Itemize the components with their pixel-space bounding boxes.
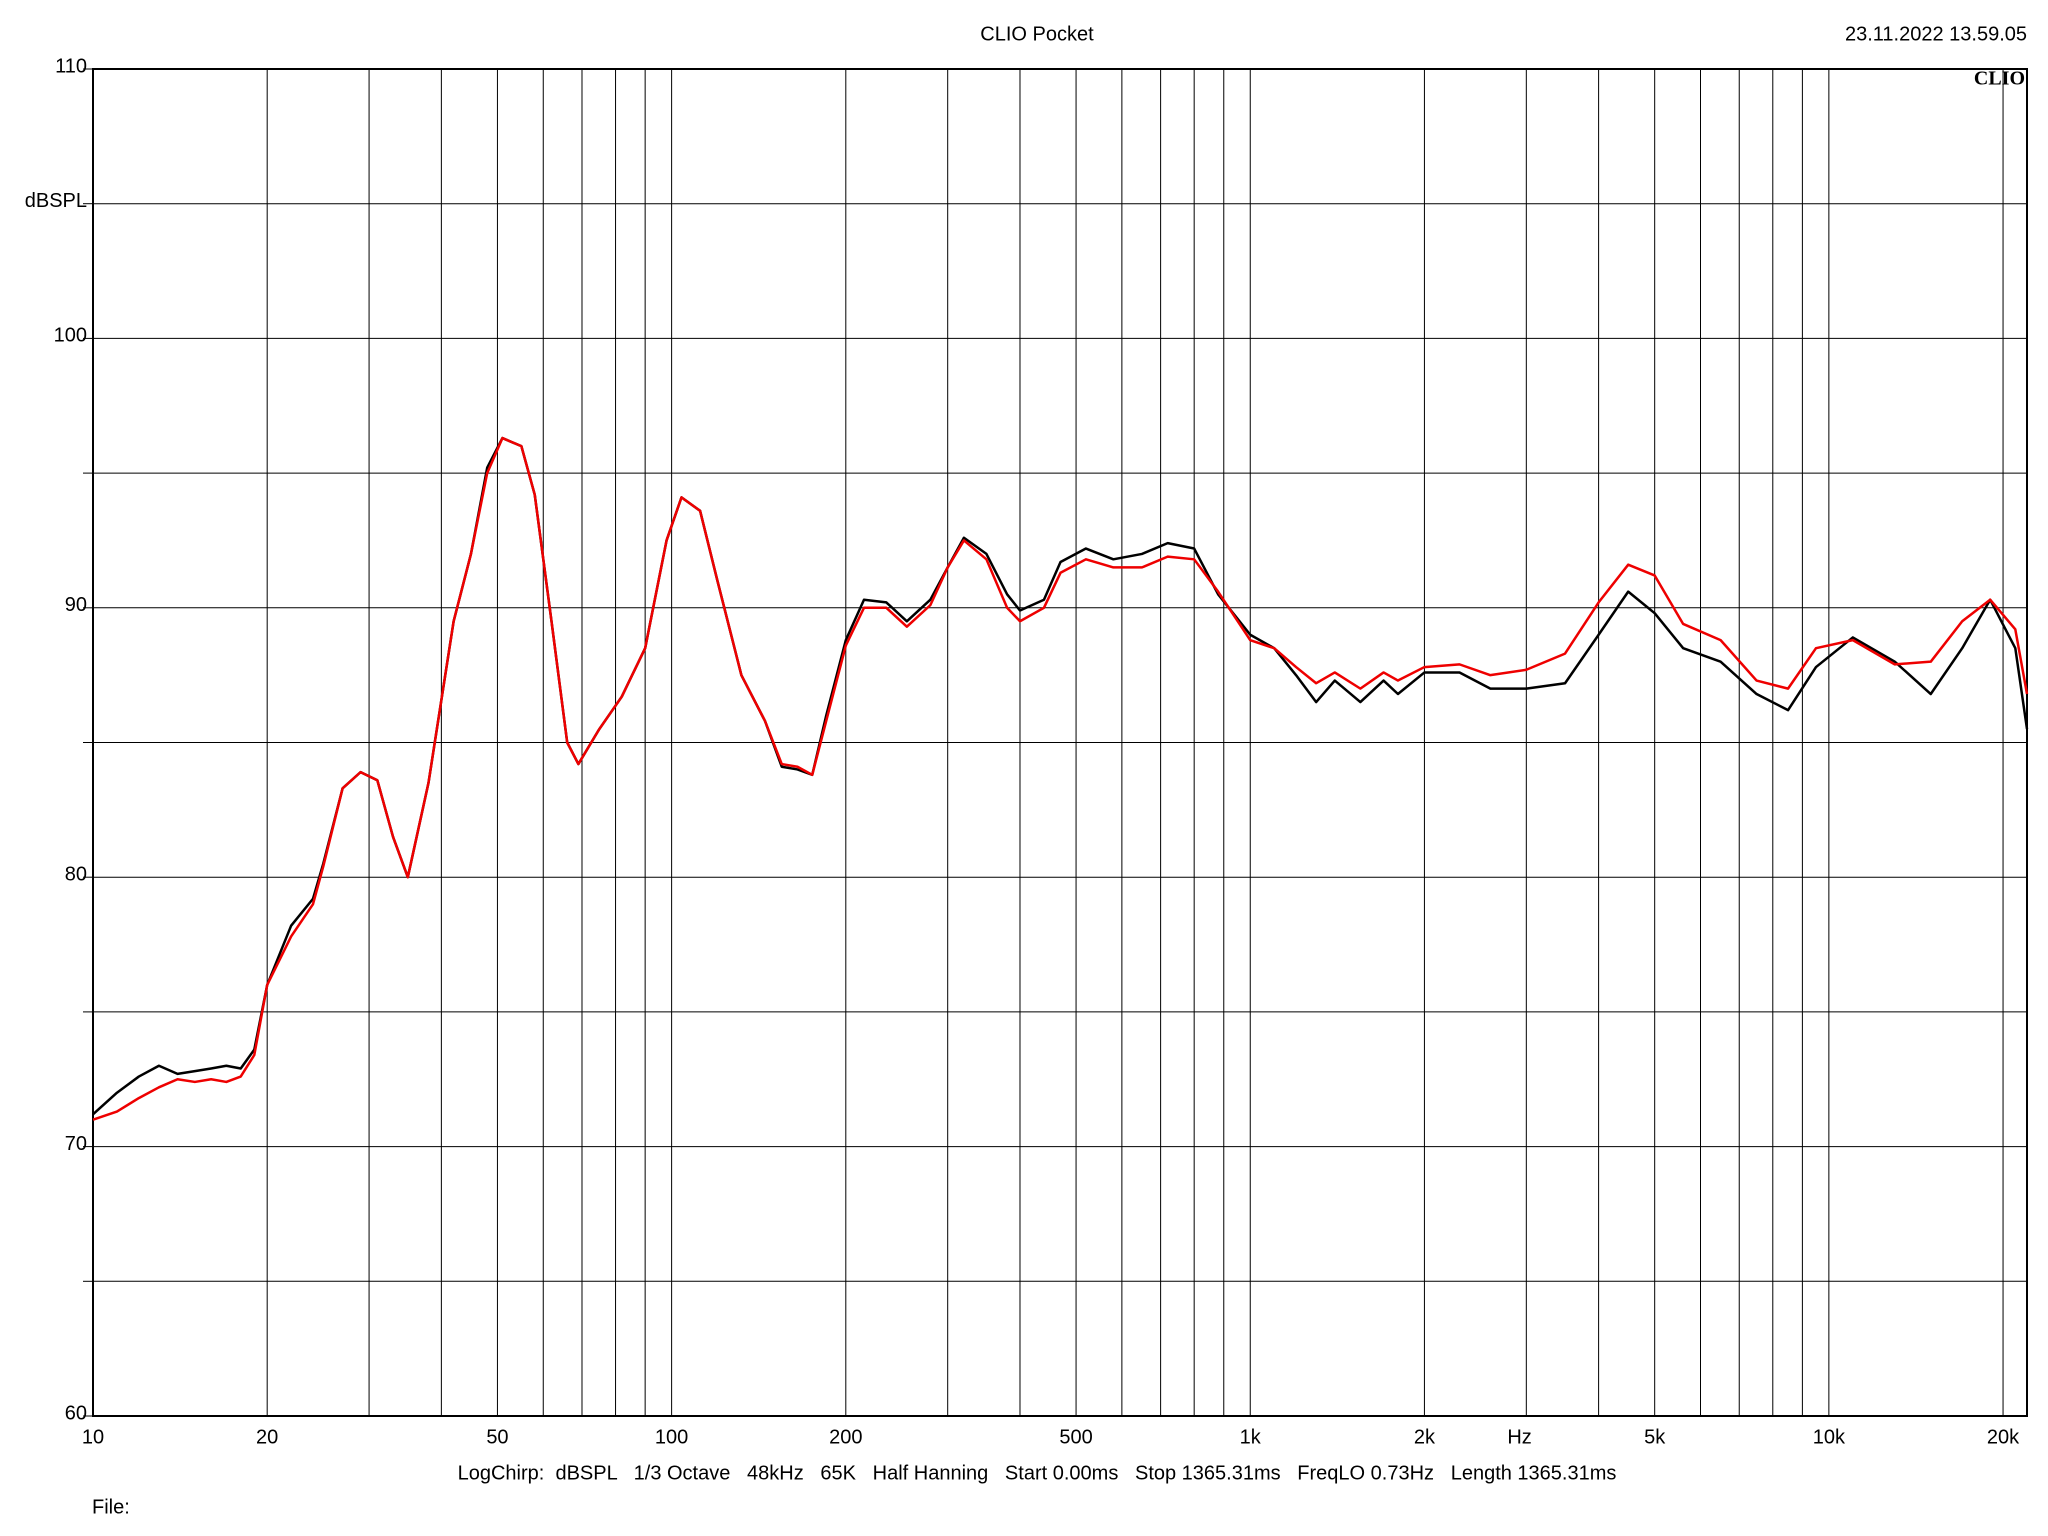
x-tick-label: 1k (1240, 1426, 1262, 1448)
x-tick-label: 100 (655, 1426, 688, 1448)
logo: CLIO (1974, 68, 2025, 90)
y-tick-label: 70 (65, 1133, 87, 1155)
x-tick-label: 500 (1059, 1426, 1092, 1448)
x-tick-label: 10k (1813, 1426, 1846, 1448)
x-tick-label: 5k (1644, 1426, 1666, 1448)
y-tick-label: 110 (55, 55, 87, 77)
y-tick-label: 100 (54, 325, 87, 347)
y-axis-label: dBSPL (25, 190, 87, 212)
y-tick-label: 80 (65, 863, 87, 885)
x-tick-label: 200 (829, 1426, 862, 1448)
chart-title: CLIO Pocket (980, 23, 1094, 45)
x-tick-label: 20k (1987, 1426, 2020, 1448)
file-label: File: (92, 1496, 130, 1518)
timestamp: 23.11.2022 13.59.05 (1845, 23, 2027, 45)
series-line (92, 436, 2029, 1121)
x-tick-label: 20 (256, 1426, 278, 1448)
x-axis-label: Hz (1507, 1426, 1531, 1448)
plot-frame (92, 68, 2028, 1417)
x-tick-label: 2k (1414, 1426, 1436, 1448)
footer: LogChirp: dBSPL 1/3 Octave 48kHz 65K Hal… (458, 1462, 1617, 1484)
x-tick-label: 10 (82, 1426, 104, 1448)
x-tick-label: 50 (486, 1426, 508, 1448)
y-tick-label: 60 (65, 1402, 87, 1424)
y-tick-label: 90 (65, 594, 87, 616)
